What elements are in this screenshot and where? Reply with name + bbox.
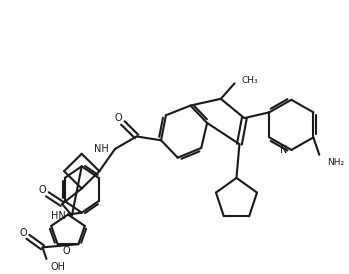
- Text: OH: OH: [50, 262, 65, 272]
- Text: HN: HN: [51, 210, 66, 221]
- Text: N: N: [280, 145, 288, 155]
- Text: NH₂: NH₂: [327, 158, 344, 167]
- Text: NH: NH: [94, 144, 109, 154]
- Text: O: O: [39, 185, 46, 195]
- Text: O: O: [114, 113, 122, 123]
- Text: CH₃: CH₃: [242, 76, 258, 85]
- Text: O: O: [62, 246, 70, 256]
- Text: O: O: [19, 228, 27, 238]
